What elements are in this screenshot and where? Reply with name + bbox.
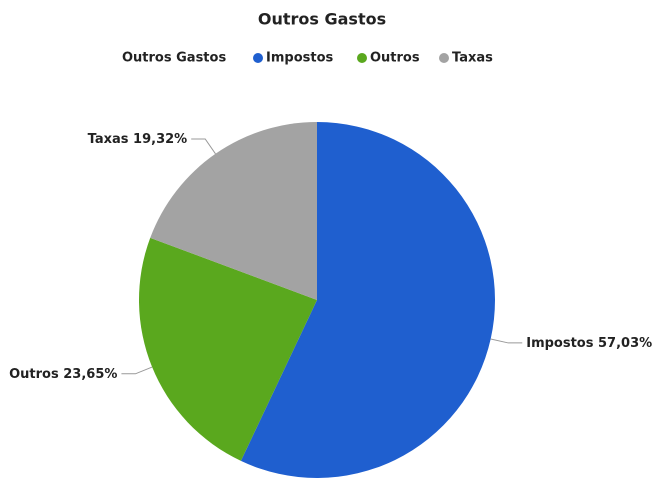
leader-line: [490, 338, 523, 344]
chart-title: Outros Gastos: [258, 10, 386, 29]
legend-label: Outros: [370, 51, 420, 66]
data-label: Impostos 57,03%: [526, 335, 652, 350]
legend-label: Impostos: [266, 51, 334, 66]
legend-marker: [439, 53, 449, 63]
data-label-value: 19,32%: [133, 132, 187, 147]
pie-slice: [138, 237, 317, 461]
pie-slice: [150, 122, 317, 300]
data-label-name: Outros: [9, 366, 59, 381]
data-label: Outros 23,65%: [9, 366, 117, 381]
data-label-name: Taxas: [88, 132, 129, 147]
legend-label: Taxas: [452, 51, 493, 66]
data-label-name: Impostos: [526, 335, 594, 350]
pie-slice: [240, 122, 495, 478]
data-label-value: 57,03%: [598, 335, 652, 350]
legend-title: Outros Gastos: [122, 51, 226, 66]
leader-line: [121, 366, 153, 375]
legend-marker: [357, 53, 367, 63]
legend-marker: [253, 53, 263, 63]
leader-line: [191, 138, 216, 155]
data-label: Taxas 19,32%: [88, 132, 188, 147]
data-label-value: 23,65%: [63, 366, 117, 381]
